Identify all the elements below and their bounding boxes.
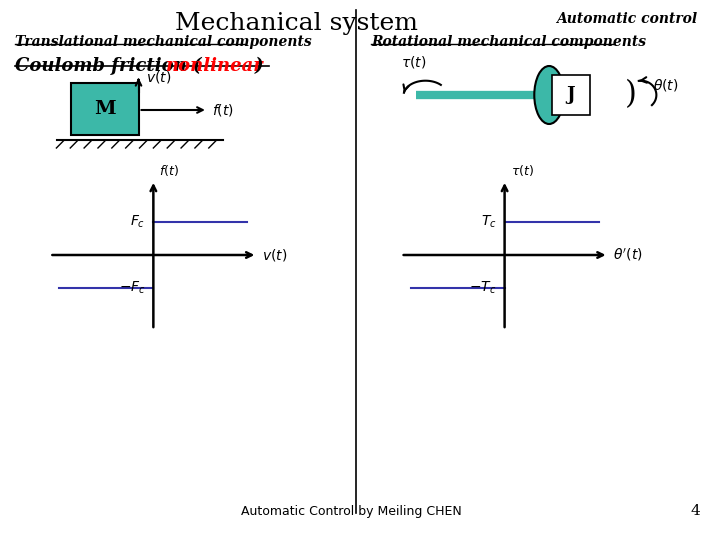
Text: M: M: [94, 100, 116, 118]
Text: $\theta'(t)$: $\theta'(t)$: [613, 247, 643, 263]
Text: ): ): [625, 79, 637, 111]
Text: $\tau(t)$: $\tau(t)$: [510, 163, 534, 178]
Text: $F_c$: $F_c$: [130, 214, 145, 230]
Text: $v(t)$: $v(t)$: [262, 247, 287, 263]
Text: $-T_c$: $-T_c$: [469, 280, 497, 296]
Text: $-F_c$: $-F_c$: [119, 280, 145, 296]
Text: 4: 4: [690, 504, 701, 518]
Text: $f(t)$: $f(t)$: [159, 163, 179, 178]
Text: Rotational mechanical components: Rotational mechanical components: [371, 35, 646, 49]
Text: $T_c$: $T_c$: [481, 214, 497, 230]
Text: Automatic control: Automatic control: [557, 12, 698, 26]
Text: ): ): [254, 57, 263, 75]
Text: Translational mechanical components: Translational mechanical components: [15, 35, 312, 49]
Text: $v(t)$: $v(t)$: [146, 69, 171, 85]
Text: Automatic Control by Meiling CHEN: Automatic Control by Meiling CHEN: [241, 505, 462, 518]
Ellipse shape: [534, 66, 564, 124]
Text: J: J: [567, 86, 575, 104]
Text: $\theta(t)$: $\theta(t)$: [653, 77, 678, 93]
Text: Mechanical system: Mechanical system: [176, 12, 418, 35]
Text: $\tau(t)$: $\tau(t)$: [401, 54, 426, 70]
Text: nonlinear: nonlinear: [166, 57, 264, 75]
Bar: [71, 83, 138, 135]
Text: Coulomb friction (: Coulomb friction (: [15, 57, 202, 75]
Bar: [552, 75, 590, 115]
Text: $f(t)$: $f(t)$: [212, 102, 234, 118]
